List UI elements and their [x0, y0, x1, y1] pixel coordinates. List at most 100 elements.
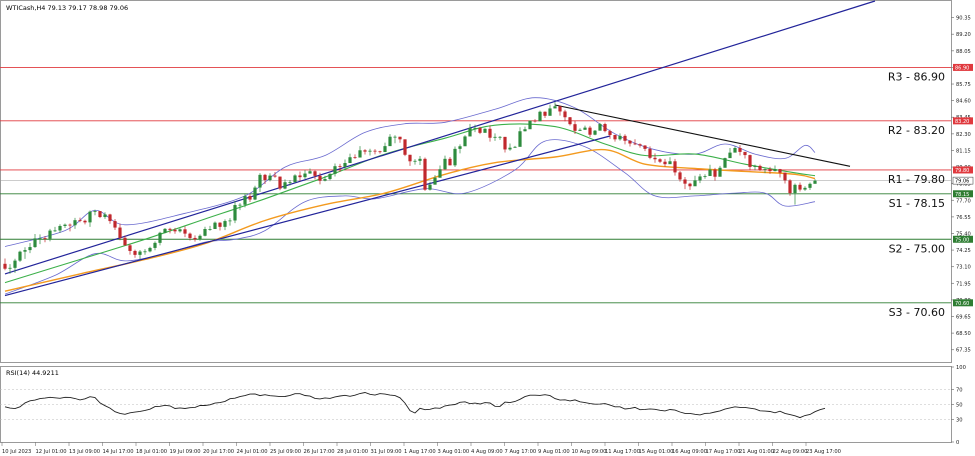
candle [803, 186, 807, 191]
rsi-tick-label: 0 [956, 440, 959, 446]
candle-body [593, 130, 597, 135]
candle-body [568, 117, 572, 125]
candle [548, 104, 552, 116]
candle-body [813, 180, 817, 184]
time-tick-label: 3 Aug 01:00 [438, 449, 470, 455]
candle [388, 134, 392, 147]
candle [23, 247, 27, 259]
candle-body [13, 260, 17, 268]
price-header: WTICash,H4 79.13 79.17 78.98 79.06 [6, 4, 128, 12]
candle [113, 219, 117, 231]
level-price-tag-text: 79.80 [955, 168, 969, 174]
candle [618, 133, 622, 141]
candle-body [3, 263, 7, 269]
candle [748, 154, 752, 171]
candle-body [723, 158, 727, 168]
candle-body [33, 238, 37, 248]
level-label: R2 - 83.20 [888, 124, 945, 137]
time-tick-label: 18 Jul 01:00 [136, 449, 167, 455]
candle [483, 128, 487, 133]
candle-body [83, 220, 87, 223]
candle-body [478, 127, 482, 133]
candle [108, 213, 112, 224]
level-price-tag-text: 78.15 [955, 192, 969, 198]
candle [808, 182, 812, 191]
candle-body [223, 221, 227, 227]
candle-body [268, 175, 272, 181]
candle [148, 246, 152, 253]
candle [63, 223, 67, 228]
candle [238, 203, 242, 211]
candle [263, 173, 267, 184]
price-tick-label: 68.50 [956, 331, 971, 337]
level-price-tag [953, 299, 973, 307]
candle-body [408, 154, 412, 162]
candle [593, 129, 597, 136]
candle [718, 165, 722, 177]
candle-body [173, 229, 177, 232]
candle-body [208, 229, 212, 230]
candle-body [188, 233, 192, 238]
candle-body [243, 196, 247, 205]
candle [133, 249, 137, 258]
candle [13, 258, 17, 273]
candle [223, 219, 227, 231]
candle-body [483, 128, 487, 133]
candle [103, 212, 107, 219]
candle-body [23, 250, 27, 252]
candle-body [793, 184, 797, 194]
level-price-tag-text: 86.90 [955, 65, 969, 71]
candle [703, 174, 707, 179]
candle-body [233, 205, 237, 221]
time-tick-label: 25 Jul 09:00 [270, 449, 301, 455]
candle [258, 173, 262, 193]
candle [698, 173, 702, 184]
candle-body [288, 182, 292, 184]
time-tick-label: 23 Aug 17:00 [806, 449, 841, 455]
candle [373, 149, 377, 155]
candle [78, 217, 82, 223]
candle-body [63, 224, 67, 226]
current-price-tag [952, 176, 974, 185]
candle [448, 156, 452, 166]
candle-body [538, 111, 542, 122]
price-tick-label: 67.35 [956, 348, 971, 354]
candle [768, 166, 772, 174]
candle [553, 102, 557, 109]
candle-body [348, 157, 352, 164]
candle [643, 145, 647, 152]
candle [283, 179, 287, 190]
candle [788, 179, 792, 196]
level-price-tag [953, 63, 973, 71]
candle [438, 165, 442, 178]
candle-body [703, 176, 707, 177]
candle [38, 234, 42, 245]
candle [478, 126, 482, 135]
price-tick-label: 75.40 [956, 231, 971, 237]
candle-body [553, 106, 557, 109]
candle-body [163, 228, 167, 233]
candle-body [378, 151, 382, 153]
candle [73, 217, 77, 229]
candle-body [678, 172, 682, 180]
candle [693, 175, 697, 187]
time-tick-label: 12 Jul 01:00 [36, 449, 67, 455]
price-tick-label: 73.10 [956, 265, 971, 271]
candle-body [428, 184, 432, 190]
candle-body [508, 147, 512, 150]
time-tick-label: 19 Jul 09:00 [170, 449, 201, 455]
price-tick-label: 89.20 [956, 32, 971, 38]
candle [678, 170, 682, 182]
candle-body [763, 169, 767, 170]
price-tick-label: 90.35 [956, 16, 971, 22]
candle-body [583, 127, 587, 130]
candle [43, 236, 47, 243]
candle-body [548, 108, 552, 116]
candle-body [473, 127, 477, 129]
candle [603, 122, 607, 133]
level-label: R1 - 79.80 [888, 173, 945, 186]
candle-body [153, 242, 157, 248]
candle [18, 250, 22, 262]
candle [48, 228, 52, 242]
candle [208, 225, 212, 231]
